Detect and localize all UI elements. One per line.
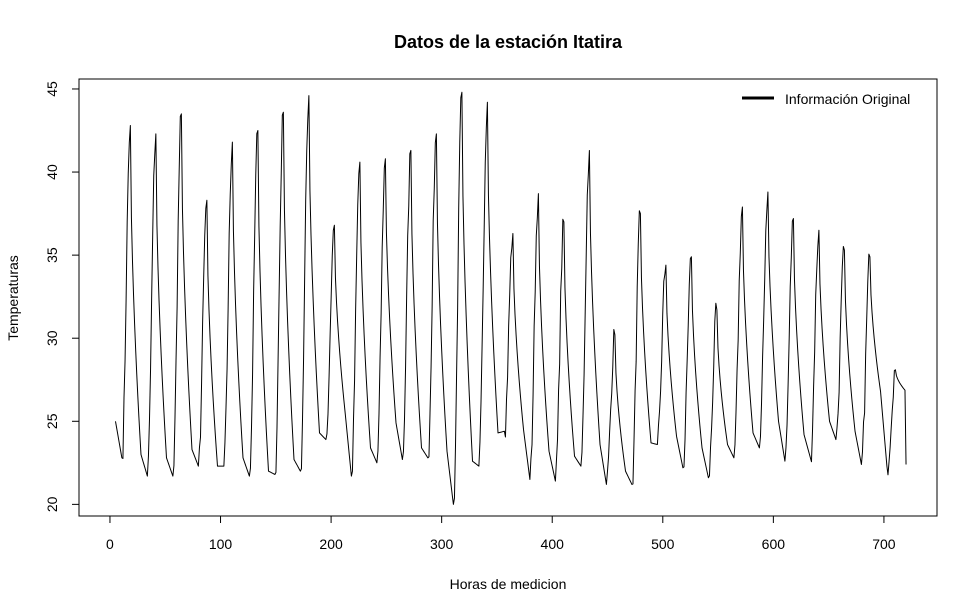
legend: Información Original [742, 91, 910, 107]
y-tick-label: 30 [44, 330, 60, 346]
y-tick-label: 25 [44, 413, 60, 429]
x-axis: 0 100 200 300 400 500 600 700 [106, 515, 896, 552]
y-tick-label: 20 [44, 496, 60, 512]
x-tick-label: 600 [762, 536, 786, 552]
chart-title: Datos de la estación Itatira [394, 32, 623, 52]
series-line-informacion-original [114, 91, 907, 505]
y-axis: 20 25 30 35 40 45 [44, 81, 80, 512]
x-tick-label: 0 [106, 536, 114, 552]
y-tick-label: 45 [44, 81, 60, 97]
legend-label: Información Original [785, 91, 910, 107]
y-tick-label: 35 [44, 247, 60, 263]
x-tick-label: 100 [209, 536, 233, 552]
x-tick-label: 300 [430, 536, 454, 552]
x-tick-label: 500 [651, 536, 675, 552]
y-axis-label: Temperaturas [5, 255, 21, 341]
y-tick-label: 40 [44, 164, 60, 180]
x-tick-label: 400 [541, 536, 565, 552]
x-axis-label: Horas de medicion [450, 576, 567, 592]
x-tick-label: 200 [319, 536, 343, 552]
x-tick-label: 700 [872, 536, 896, 552]
